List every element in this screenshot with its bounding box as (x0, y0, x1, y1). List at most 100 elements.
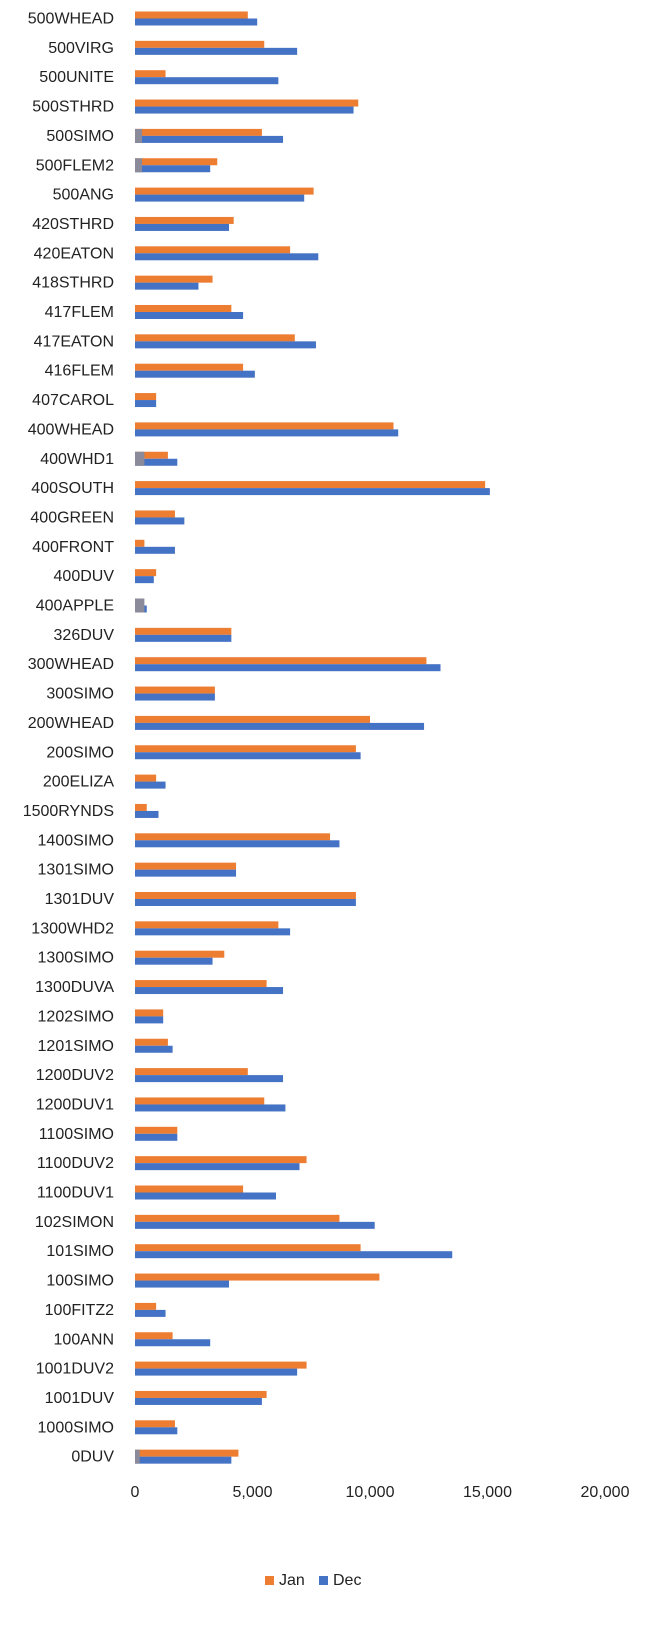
category-label: 400GREEN (30, 509, 114, 526)
bar-dec (135, 312, 244, 319)
bar-jan (135, 803, 147, 811)
category-label: 1001DUV2 (36, 1361, 114, 1378)
category-label: 420EATON (34, 245, 114, 262)
bar-dec (135, 1104, 286, 1112)
bar-dec (135, 1397, 262, 1405)
bar-jan (135, 686, 215, 694)
bar-dec (135, 693, 215, 701)
bar-dec (135, 987, 284, 995)
bar-dec (135, 1045, 173, 1053)
category-label: 1500RYNDS (23, 803, 114, 820)
category-label: 1202SIMO (38, 1008, 114, 1025)
bar-dec (135, 781, 166, 789)
bar-jan (135, 862, 237, 870)
x-axis-ticks: 0 5,000 10,000 15,000 20,000 (131, 1484, 630, 1501)
bar-dec (135, 1192, 276, 1200)
category-label: 1200DUV1 (36, 1096, 114, 1113)
bar-dec (135, 664, 441, 672)
category-label: 1100SIMO (39, 1126, 114, 1143)
category-label: 500STHRD (32, 99, 114, 116)
bar-dec (135, 752, 361, 760)
bar-dec (135, 223, 229, 231)
category-label: 1400SIMO (38, 832, 114, 849)
bar-dec (135, 634, 232, 642)
x-tick-label: 15,000 (463, 1484, 512, 1501)
bar-jan (135, 1214, 340, 1222)
bar-jan (135, 950, 225, 958)
category-label: 1300SIMO (38, 950, 114, 967)
bar-dec (135, 840, 340, 848)
bar-dec (135, 135, 284, 143)
bar-dec (135, 1427, 178, 1435)
bar-dec (135, 106, 354, 114)
category-label: 200ELIZA (43, 774, 114, 791)
bar-jan (135, 451, 168, 459)
x-tick-label: 10,000 (346, 1484, 395, 1501)
category-label: 200WHEAD (28, 715, 114, 732)
bar-other (135, 451, 145, 466)
bar-other (135, 158, 143, 173)
category-label: 1100DUV2 (37, 1155, 114, 1172)
bar-jan (135, 1244, 361, 1252)
bar-jan (135, 422, 394, 430)
bar-dec (135, 1368, 298, 1376)
bar-jan (135, 1390, 267, 1398)
category-label: 500VIRG (48, 40, 114, 57)
legend-swatch-jan (265, 1576, 274, 1585)
bar-jan (135, 510, 175, 518)
bar-dec (135, 429, 399, 437)
bar-dec (135, 517, 185, 525)
bar-dec (135, 488, 490, 496)
bar-other (135, 128, 143, 143)
category-label: 200SIMO (46, 744, 114, 761)
bar-dec (135, 1075, 284, 1083)
category-label: 300SIMO (46, 686, 114, 703)
category-label: 500SIMO (46, 128, 114, 145)
category-label: 300WHEAD (28, 656, 114, 673)
bar-jan (135, 1449, 239, 1457)
category-label: 400WHD1 (40, 451, 114, 468)
bar-dec (135, 928, 291, 936)
bar-jan (135, 305, 232, 312)
bar-jan (135, 1097, 265, 1105)
bar-dec (135, 253, 319, 261)
category-label: 1301DUV (45, 891, 115, 908)
bar-dec (135, 400, 157, 408)
bar-dec (135, 576, 154, 584)
bar-dec (135, 1221, 375, 1229)
bar-jan (135, 980, 267, 988)
category-label: 100FITZ2 (45, 1302, 114, 1319)
category-label: 1200DUV2 (36, 1067, 114, 1084)
x-tick-label: 20,000 (581, 1484, 630, 1501)
bar-jan (135, 187, 314, 195)
bar-jan (135, 481, 486, 489)
category-label: 400DUV (54, 568, 115, 585)
bar-dec (135, 341, 316, 349)
bar-jan (135, 715, 370, 723)
category-label: 418STHRD (32, 275, 114, 292)
bars-layer (135, 11, 490, 1464)
category-label: 420STHRD (32, 216, 114, 233)
bar-jan (135, 216, 234, 224)
bar-dec (135, 18, 258, 26)
bar-jan (135, 892, 356, 899)
bar-other (135, 1449, 140, 1464)
bar-jan (135, 539, 145, 547)
category-label: 100SIMO (46, 1273, 114, 1290)
x-tick-label: 5,000 (232, 1484, 272, 1501)
category-label: 1201SIMO (38, 1038, 114, 1055)
category-label: 326DUV (54, 627, 115, 644)
category-label: 500WHEAD (28, 11, 114, 28)
bar-dec (135, 1280, 229, 1288)
bar-dec (135, 957, 213, 965)
legend-label-jan: Jan (279, 1572, 305, 1589)
bar-jan (135, 246, 291, 254)
bar-jan (135, 1126, 178, 1134)
bar-jan (135, 1038, 168, 1046)
bar-jan (135, 921, 279, 929)
bar-jan (135, 11, 248, 19)
category-label: 500UNITE (39, 69, 114, 86)
bar-dec (135, 1456, 232, 1464)
bar-jan (135, 1009, 164, 1017)
